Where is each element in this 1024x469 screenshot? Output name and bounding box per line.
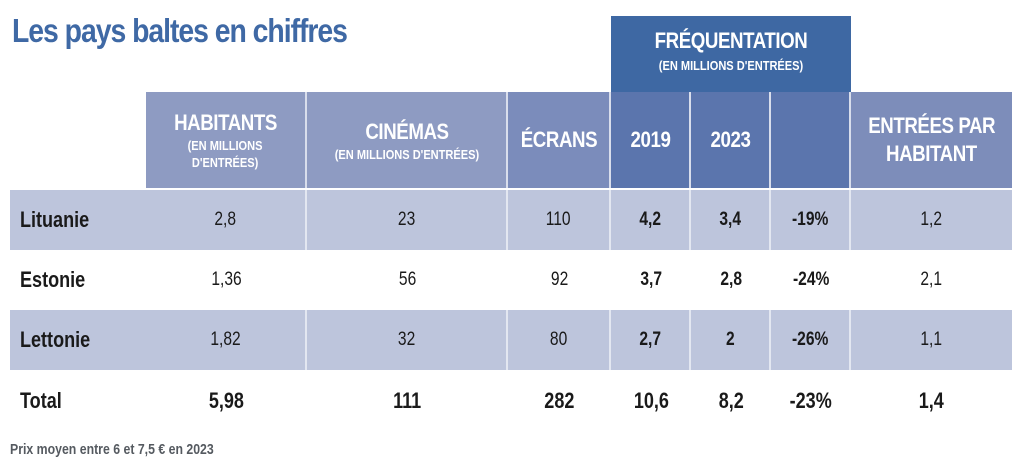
cell-pays: Lettonie <box>10 310 146 370</box>
cell-variation-value: -24% <box>792 269 830 290</box>
header-cinemas-label: CINÉMAS <box>364 118 449 144</box>
header-habitants-sub2: D'ENTRÉES) <box>192 155 259 170</box>
cell-entrees: 2,1 <box>851 250 1012 310</box>
cell-cinemas: 56 <box>307 250 508 310</box>
cell-habitants: 2,8 <box>146 190 307 250</box>
cell-pays-value: Estonie <box>20 267 86 292</box>
cell-variation-value: -26% <box>791 329 829 350</box>
cell-ecrans-value: 92 <box>550 269 569 290</box>
cell-y2019: 3,7 <box>611 250 691 310</box>
cell-y2023-value: 3,4 <box>719 209 741 230</box>
header-habitants: HABITANTS (EN MILLIONS D'ENTRÉES) <box>146 92 307 188</box>
cell-y2019-value: 4,2 <box>639 209 661 230</box>
cell-cinemas: 23 <box>307 190 508 250</box>
page-title: Les pays baltes en chiffres <box>12 12 348 49</box>
cell-ecrans: 282 <box>508 371 611 431</box>
cell-ecrans-value: 282 <box>544 388 575 413</box>
cell-variation: -19% <box>771 190 851 250</box>
frequentation-header: FRÉQUENTATION (EN MILLIONS D'ENTRÉES) <box>611 16 851 92</box>
cell-y2019: 2,7 <box>611 310 691 370</box>
header-ecrans-label: ÉCRANS <box>520 127 597 152</box>
footnote: Prix moyen entre 6 et 7,5 € en 2023 <box>10 441 214 458</box>
header-2023: 2023 <box>691 92 771 188</box>
header-cinemas: CINÉMAS (EN MILLIONS D'ENTRÉES) <box>307 92 508 188</box>
cell-ecrans: 110 <box>508 190 611 250</box>
cell-entrees: 1,2 <box>851 190 1012 250</box>
cell-entrees: 1,1 <box>851 310 1012 370</box>
cell-entrees: 1,4 <box>851 371 1012 431</box>
header-2019: 2019 <box>611 92 691 188</box>
cell-habitants-value: 1,82 <box>210 329 241 350</box>
cell-habitants-value: 5,98 <box>208 388 245 413</box>
cell-entrees-value: 1,2 <box>920 209 943 230</box>
cell-habitants-value: 1,36 <box>211 269 242 290</box>
cell-habitants-value: 2,8 <box>214 209 237 230</box>
cell-y2023: 2 <box>691 310 771 370</box>
frequentation-subtitle: (EN MILLIONS D'ENTRÉES) <box>658 58 804 73</box>
cell-ecrans-value: 80 <box>549 329 568 350</box>
cell-pays-value: Lettonie <box>20 327 91 352</box>
frequentation-title: FRÉQUENTATION <box>654 28 808 53</box>
cell-y2019-value: 10,6 <box>633 388 669 413</box>
cell-y2023: 8,2 <box>691 371 771 431</box>
cell-entrees-value: 1,4 <box>918 388 945 413</box>
table-row: Lettonie 1,82 32 80 2,7 2 -26% 1,1 <box>10 310 1012 370</box>
cell-pays: Lituanie <box>10 190 146 250</box>
cell-habitants: 1,36 <box>146 250 307 310</box>
cell-pays-value: Total <box>20 388 62 413</box>
cell-habitants: 1,82 <box>146 310 307 370</box>
cell-pays: Total <box>10 371 146 431</box>
cell-cinemas-value: 111 <box>393 388 422 413</box>
cell-ecrans: 80 <box>508 310 611 370</box>
cell-cinemas-value: 56 <box>398 269 417 290</box>
cell-entrees-value: 2,1 <box>920 269 943 290</box>
cell-habitants: 5,98 <box>146 371 307 431</box>
cell-cinemas: 32 <box>307 310 508 370</box>
cell-cinemas: 111 <box>307 371 508 431</box>
header-entrees-line2: HABITANT <box>886 141 977 166</box>
cell-variation: -26% <box>771 310 851 370</box>
header-2019-label: 2019 <box>630 127 670 152</box>
total-row: Total 5,98 111 282 10,6 8,2 -23% 1,4 <box>10 371 1012 431</box>
cell-variation-value: -19% <box>791 209 829 230</box>
cell-y2019: 10,6 <box>611 371 691 431</box>
cell-cinemas-value: 23 <box>397 209 416 230</box>
cell-ecrans: 92 <box>508 250 611 310</box>
cell-ecrans-value: 110 <box>546 209 571 230</box>
cell-y2019: 4,2 <box>611 190 691 250</box>
cell-pays-value: Lituanie <box>20 207 90 232</box>
cell-y2023-value: 2 <box>725 329 735 350</box>
cell-variation: -24% <box>771 250 851 310</box>
cell-pays: Estonie <box>10 250 146 310</box>
cell-y2023-value: 2,8 <box>720 269 742 290</box>
cell-cinemas-value: 32 <box>397 329 416 350</box>
header-habitants-sub1: (EN MILLIONS <box>188 138 263 153</box>
header-habitants-label: HABITANTS <box>174 110 277 135</box>
header-entrees: ENTRÉES PAR HABITANT <box>851 92 1012 188</box>
cell-y2019-value: 2,7 <box>639 329 661 350</box>
header-entrees-line1: ENTRÉES PAR <box>868 113 995 138</box>
header-cinemas-sub: (EN MILLIONS D'ENTRÉES) <box>334 146 479 162</box>
cell-y2023-value: 8,2 <box>718 388 744 413</box>
cell-y2019-value: 3,7 <box>640 269 662 290</box>
cell-y2023: 3,4 <box>691 190 771 250</box>
header-ecrans: ÉCRANS <box>508 92 611 188</box>
header-2023-label: 2023 <box>710 127 750 152</box>
table-row: Estonie 1,36 56 92 3,7 2,8 -24% 2,1 <box>10 250 1012 310</box>
cell-y2023: 2,8 <box>691 250 771 310</box>
cell-entrees-value: 1,1 <box>920 329 943 350</box>
cell-variation-value: -23% <box>789 388 833 413</box>
table-row: Lituanie 2,8 23 110 4,2 3,4 -19% 1,2 <box>10 190 1012 250</box>
cell-variation: -23% <box>771 371 851 431</box>
header-variation <box>771 92 851 188</box>
